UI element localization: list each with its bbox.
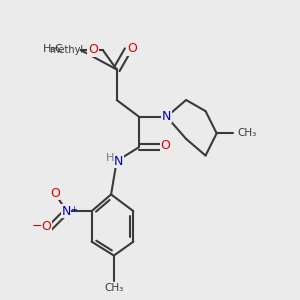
- Text: N: N: [61, 205, 71, 218]
- Text: CH₃: CH₃: [238, 128, 257, 138]
- Text: N: N: [114, 154, 124, 168]
- Text: O: O: [128, 42, 137, 55]
- Text: H: H: [106, 153, 114, 163]
- Text: N: N: [162, 110, 171, 123]
- Text: CH₃: CH₃: [104, 283, 124, 293]
- Text: O: O: [127, 42, 137, 55]
- Text: O: O: [88, 43, 98, 56]
- Text: −: −: [32, 220, 43, 233]
- Text: O: O: [160, 139, 170, 152]
- Text: O: O: [88, 44, 98, 56]
- Text: +: +: [70, 205, 77, 214]
- Text: O: O: [50, 187, 60, 200]
- Text: methyl: methyl: [50, 45, 84, 55]
- Text: O: O: [42, 220, 52, 233]
- Text: H₃C: H₃C: [43, 44, 64, 54]
